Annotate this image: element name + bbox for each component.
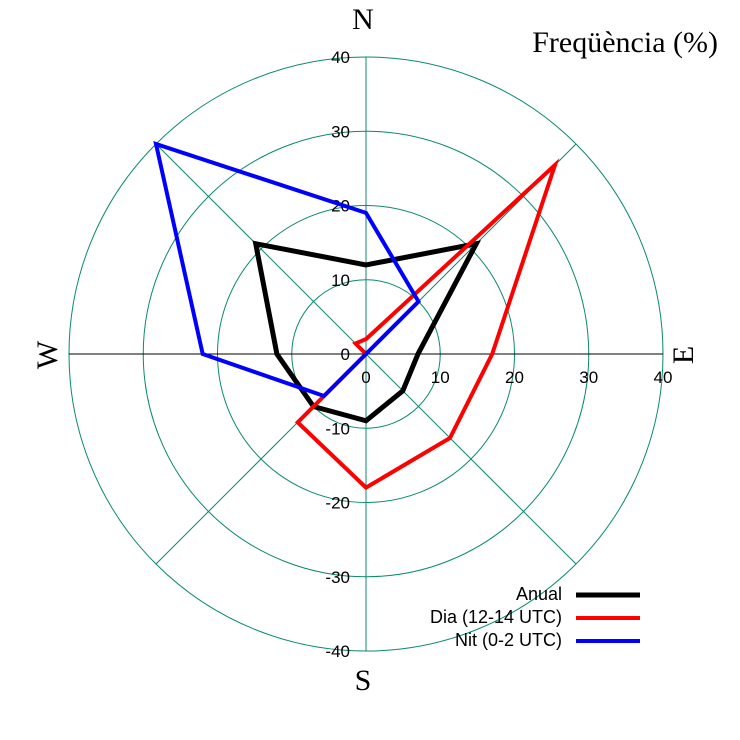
- y-tick-label: 40: [331, 48, 350, 67]
- y-tick-label: -20: [325, 494, 350, 513]
- series-layer: [153, 141, 560, 491]
- grid-spoke-SE: [365, 353, 577, 565]
- x-tick-label: 0: [361, 368, 370, 387]
- compass-north-label: N: [352, 3, 374, 36]
- x-tick-label: 20: [505, 368, 524, 387]
- legend-label-dia: Dia (12-14 UTC): [430, 607, 562, 627]
- y-tick-label: 30: [331, 122, 350, 141]
- series-line-anual: [252, 240, 481, 424]
- legend-label-nit: Nit (0-2 UTC): [455, 630, 562, 650]
- x-tick-label: 40: [654, 368, 673, 387]
- x-tick-label: 30: [579, 368, 598, 387]
- compass-west-label: W: [31, 340, 64, 369]
- series-line-dia: [294, 158, 560, 491]
- series-line-nit: [153, 141, 422, 399]
- y-tick-label: -30: [325, 568, 350, 587]
- legend-label-anual: Anual: [516, 584, 562, 604]
- x-tick-label: 10: [431, 368, 450, 387]
- y-tick-label: 10: [331, 271, 350, 290]
- chart-title: Freqüència (%): [532, 26, 718, 59]
- y-tick-label: 0: [341, 345, 350, 364]
- legend: Anual Dia (12-14 UTC) Nit (0-2 UTC): [430, 584, 640, 650]
- grid-spoke-NW: [155, 143, 367, 355]
- y-tick-label: -40: [325, 642, 350, 661]
- y-tick-label: -10: [325, 419, 350, 438]
- compass-south-label: S: [355, 664, 372, 697]
- compass-east-label: E: [667, 346, 700, 364]
